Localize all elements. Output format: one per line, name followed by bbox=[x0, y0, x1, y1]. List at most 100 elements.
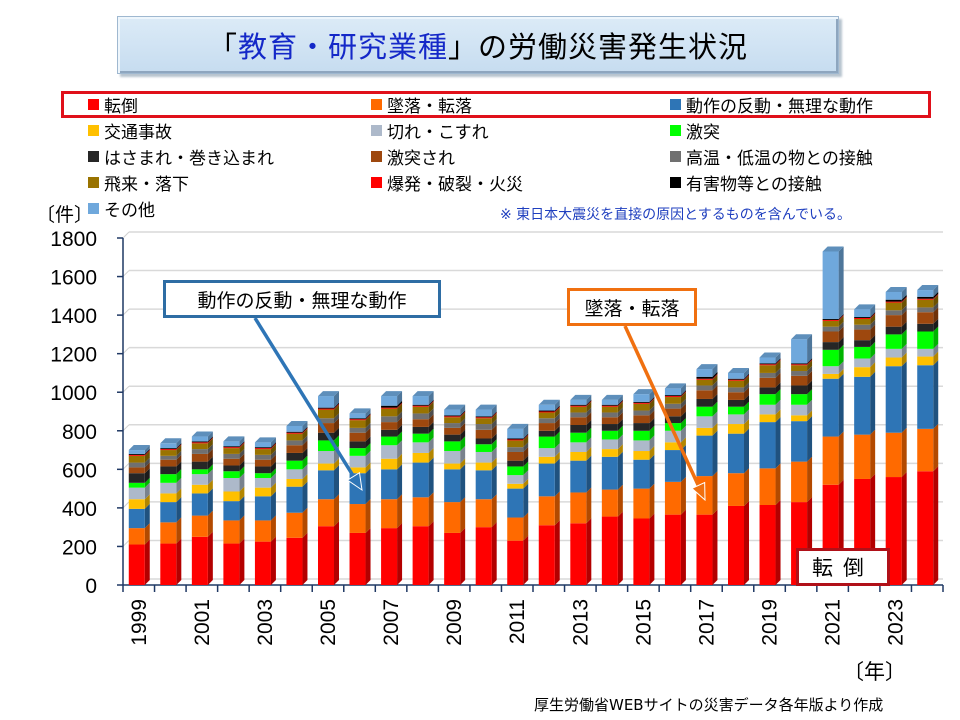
bar-segment-side bbox=[270, 473, 276, 488]
bar-segment-side bbox=[239, 441, 245, 448]
bar-segment-side bbox=[838, 373, 844, 437]
bar-segment-side bbox=[270, 444, 276, 455]
bar-segment-side bbox=[270, 482, 276, 497]
bar-segment-side bbox=[176, 538, 182, 585]
bar-segment-side bbox=[523, 478, 529, 489]
bar-segment-side bbox=[649, 454, 655, 489]
bar-segment bbox=[854, 367, 871, 377]
bar-segment bbox=[254, 448, 271, 450]
gridline-depth bbox=[122, 347, 130, 355]
bar-segment bbox=[128, 487, 145, 500]
bar-segment-side bbox=[144, 445, 150, 454]
bar-segment bbox=[696, 379, 713, 386]
bar-segment bbox=[570, 399, 587, 405]
bar-segment bbox=[349, 418, 366, 420]
bar-segment-side bbox=[586, 394, 592, 405]
bar-segment-side bbox=[586, 518, 592, 585]
bar-segment bbox=[475, 409, 492, 417]
bar-segment-side bbox=[744, 374, 749, 381]
bar-segment-side bbox=[649, 396, 655, 403]
bar-segment-side bbox=[207, 531, 213, 585]
bar-segment bbox=[822, 251, 839, 319]
bar-segment bbox=[444, 441, 461, 452]
bar-top-face bbox=[223, 436, 245, 442]
bar-segment bbox=[696, 427, 713, 436]
legend-swatch bbox=[88, 124, 99, 136]
legend-swatch bbox=[670, 150, 681, 162]
bar-segment-side bbox=[744, 500, 749, 585]
bar-segment-side bbox=[523, 461, 529, 476]
legend-swatch bbox=[371, 150, 382, 162]
bar-segment-side bbox=[870, 429, 876, 479]
bar-segment bbox=[475, 444, 492, 452]
y-tick-label: 1200 bbox=[50, 344, 97, 367]
bar-segment bbox=[349, 455, 366, 468]
bar-segment bbox=[664, 450, 681, 482]
bar-segment bbox=[318, 418, 334, 424]
bar-segment-side bbox=[775, 367, 781, 378]
bar-segment-side bbox=[334, 494, 339, 527]
bar-segment-side bbox=[144, 494, 150, 509]
bar-segment-side bbox=[491, 446, 497, 463]
bar-top-face bbox=[917, 285, 939, 291]
bar-segment-side bbox=[302, 435, 308, 446]
bar-segment bbox=[885, 302, 902, 311]
bar-segment-side bbox=[365, 422, 371, 433]
bar-segment bbox=[381, 405, 398, 408]
bar-segment-side bbox=[649, 425, 655, 441]
gridline-depth bbox=[122, 462, 130, 470]
bar-segment-side bbox=[649, 410, 655, 424]
bar-segment-side bbox=[712, 393, 718, 407]
bar-segment-side bbox=[933, 466, 939, 585]
bar-segment bbox=[349, 504, 366, 533]
bar-segment-side bbox=[838, 344, 844, 367]
bar-segment-side bbox=[523, 433, 529, 440]
bar-segment bbox=[318, 440, 334, 452]
bar-segment bbox=[601, 430, 618, 440]
bar-segment-side bbox=[586, 455, 592, 493]
bar-segment-side bbox=[901, 305, 907, 316]
bar-segment bbox=[223, 446, 240, 448]
bar-segment-side bbox=[144, 482, 150, 500]
title-suffix: 」の労働災害発生状況 bbox=[448, 30, 749, 64]
bar-segment-side bbox=[491, 522, 497, 585]
bar-segment bbox=[223, 471, 240, 479]
bar-segment bbox=[286, 440, 303, 446]
gridline-depth bbox=[122, 540, 130, 547]
bar-segment-side bbox=[838, 321, 844, 332]
bar-segment bbox=[128, 467, 145, 474]
bar-segment-side bbox=[554, 425, 560, 437]
bar-segment-side bbox=[397, 453, 403, 470]
bar-segment bbox=[885, 326, 902, 335]
x-tick-label: 2013 bbox=[569, 599, 592, 646]
y-tick-label: 200 bbox=[62, 536, 97, 559]
bar-segment bbox=[223, 491, 240, 502]
bar-segment bbox=[759, 387, 776, 395]
bar-segment bbox=[349, 448, 366, 456]
bar-segment-side bbox=[712, 471, 718, 515]
bar-segment bbox=[318, 423, 334, 433]
bar-top-face bbox=[160, 438, 182, 444]
callout-tsuiraku-arrow bbox=[623, 325, 707, 501]
bar-segment bbox=[507, 428, 524, 439]
bar-segment-side bbox=[302, 532, 308, 585]
bar-segment bbox=[286, 537, 303, 585]
bar-segment bbox=[917, 348, 934, 357]
bar-segment-side bbox=[460, 527, 466, 585]
bar-segment bbox=[475, 527, 492, 585]
bar-top-face bbox=[538, 399, 560, 405]
bar-segment-side bbox=[365, 499, 371, 533]
bar-segment bbox=[412, 404, 429, 406]
bar-segment-side bbox=[270, 449, 276, 460]
legend-label: 動作の反動・無理な動作 bbox=[686, 96, 873, 117]
bar-segment-side bbox=[365, 462, 371, 474]
bar-segment bbox=[601, 424, 618, 431]
bar-segment-side bbox=[365, 413, 371, 420]
bar-segment bbox=[381, 408, 398, 417]
bar-segment bbox=[286, 512, 303, 538]
bar-segment-side bbox=[649, 435, 655, 452]
bar-segment bbox=[791, 371, 808, 376]
bar-segment-side bbox=[838, 314, 844, 321]
bar-segment-side bbox=[554, 451, 560, 464]
bar-segment-side bbox=[365, 408, 371, 419]
